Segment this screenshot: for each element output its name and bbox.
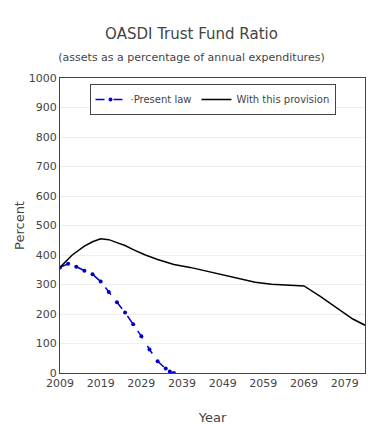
svg-text:2069: 2069 (290, 377, 318, 390)
svg-text:700: 700 (36, 160, 57, 173)
svg-text:900: 900 (36, 101, 57, 114)
svg-text:100: 100 (36, 337, 57, 350)
svg-text:2079: 2079 (331, 377, 359, 390)
svg-text:2059: 2059 (249, 377, 277, 390)
svg-text:Percent: Percent (12, 201, 27, 250)
svg-text:2029: 2029 (127, 377, 155, 390)
svg-text:2019: 2019 (87, 377, 115, 390)
svg-text:2039: 2039 (168, 377, 196, 390)
svg-text:600: 600 (36, 190, 57, 203)
svg-text:1000: 1000 (29, 72, 57, 85)
svg-text:200: 200 (36, 308, 57, 321)
svg-text:(assets as a percentage of ann: (assets as a percentage of annual expend… (58, 51, 324, 64)
svg-text:800: 800 (36, 131, 57, 144)
svg-text:500: 500 (36, 219, 57, 232)
svg-text:·Present law: ·Present law (131, 94, 192, 105)
svg-text:2049: 2049 (209, 377, 237, 390)
svg-text:400: 400 (36, 249, 57, 262)
svg-text:With this provision: With this provision (236, 94, 329, 105)
svg-text:Year: Year (198, 410, 227, 425)
svg-text:OASDI Trust Fund Ratio: OASDI Trust Fund Ratio (105, 25, 278, 43)
svg-text:2009: 2009 (46, 377, 74, 390)
svg-text:0: 0 (50, 367, 57, 380)
svg-text:300: 300 (36, 278, 57, 291)
